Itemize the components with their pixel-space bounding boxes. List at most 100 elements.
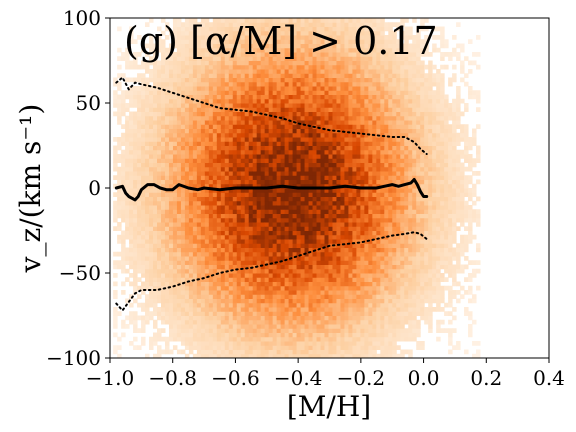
heatmap-cell <box>248 64 254 70</box>
heatmap-cell <box>348 77 353 83</box>
heatmap-cell <box>244 277 250 282</box>
heatmap-cell <box>216 171 222 176</box>
heatmap-cell <box>125 179 130 185</box>
heatmap-cell <box>168 115 174 121</box>
heatmap-cell <box>216 145 222 151</box>
heatmap-cell <box>304 226 310 231</box>
heatmap-cell <box>296 298 302 304</box>
heatmap-cell <box>256 132 262 138</box>
heatmap-cell <box>141 319 146 325</box>
heatmap-cell <box>368 39 373 44</box>
heatmap-cell <box>372 332 377 338</box>
heatmap-cell <box>256 311 262 316</box>
heatmap-cell <box>224 226 230 231</box>
heatmap-cell <box>268 141 274 146</box>
heatmap-cell <box>312 222 318 227</box>
heatmap-cell <box>160 328 166 333</box>
heatmap-cell <box>296 81 302 87</box>
heatmap-cell <box>153 256 158 261</box>
heatmap-cell <box>280 115 286 121</box>
heatmap-cell <box>284 43 290 49</box>
heatmap-cell <box>268 171 274 176</box>
heatmap-cell <box>300 281 306 287</box>
heatmap-cell <box>368 302 373 308</box>
heatmap-cell <box>196 243 202 248</box>
heatmap-cell <box>129 35 134 40</box>
heatmap-cell <box>208 115 214 121</box>
heatmap-cell <box>153 251 158 257</box>
heatmap-cell <box>168 149 174 155</box>
heatmap-cell <box>180 349 186 355</box>
heatmap-cell <box>192 311 198 316</box>
heatmap-cell <box>236 311 242 316</box>
heatmap-cell <box>264 328 270 333</box>
heatmap-cell <box>129 120 134 125</box>
heatmap-cell <box>220 319 226 325</box>
heatmap-cell <box>340 77 345 83</box>
heatmap-cell <box>224 179 230 185</box>
heatmap-cell <box>252 166 258 172</box>
heatmap-cell <box>192 43 198 49</box>
heatmap-cell <box>117 56 122 61</box>
heatmap-cell <box>145 107 150 112</box>
heatmap-cell <box>368 69 373 74</box>
heatmap-cell <box>216 273 222 278</box>
heatmap-cell <box>224 120 230 125</box>
heatmap-cell <box>192 315 198 321</box>
heatmap-cell <box>300 26 306 32</box>
heatmap-cell <box>244 47 250 53</box>
heatmap-cell <box>372 349 377 355</box>
heatmap-cell <box>149 115 154 121</box>
heatmap-cell <box>364 52 369 57</box>
heatmap-cell <box>304 243 310 248</box>
heatmap-cell <box>256 86 262 91</box>
heatmap-cell <box>212 115 218 121</box>
heatmap-cell <box>352 188 357 193</box>
heatmap-cell <box>280 294 286 299</box>
heatmap-cell <box>248 324 254 329</box>
heatmap-cell <box>276 60 282 66</box>
heatmap-cell <box>224 298 230 304</box>
heatmap-cell <box>268 56 274 61</box>
heatmap-cell <box>264 26 270 32</box>
heatmap-cell <box>360 30 365 36</box>
heatmap-cell <box>176 192 182 197</box>
heatmap-cell <box>117 353 122 358</box>
heatmap-cell <box>312 302 318 308</box>
heatmap-cell <box>228 349 234 355</box>
heatmap-cell <box>332 149 337 155</box>
heatmap-cell <box>348 345 353 350</box>
heatmap-cell <box>164 273 170 278</box>
heatmap-cell <box>352 200 357 206</box>
heatmap-cell <box>240 302 246 308</box>
heatmap-cell <box>252 256 258 261</box>
heatmap-cell <box>340 196 345 202</box>
heatmap-cell <box>312 128 318 134</box>
heatmap-cell <box>372 353 377 358</box>
heatmap-cell <box>236 35 242 40</box>
heatmap-cell <box>137 277 142 282</box>
heatmap-cell <box>141 260 146 265</box>
heatmap-cell <box>196 162 202 168</box>
heatmap-cell <box>200 158 206 163</box>
heatmap-cell <box>160 124 166 129</box>
heatmap-cell <box>316 69 321 74</box>
heatmap-cell <box>188 120 194 125</box>
heatmap-cell <box>328 154 333 159</box>
heatmap-cell <box>316 166 321 172</box>
heatmap-cell <box>220 324 226 329</box>
heatmap-cell <box>260 166 266 172</box>
heatmap-cell <box>180 120 186 125</box>
heatmap-cell <box>304 162 310 168</box>
heatmap-cell <box>300 120 306 125</box>
heatmap-cell <box>220 217 226 223</box>
heatmap-cell <box>288 120 294 125</box>
heatmap-cell <box>149 200 154 206</box>
heatmap-cell <box>212 277 218 282</box>
heatmap-cell <box>260 107 266 112</box>
heatmap-cell <box>188 141 194 146</box>
heatmap-cell <box>248 264 254 270</box>
heatmap-cell <box>240 273 246 278</box>
heatmap-cell <box>113 319 118 325</box>
heatmap-cell <box>288 324 294 329</box>
